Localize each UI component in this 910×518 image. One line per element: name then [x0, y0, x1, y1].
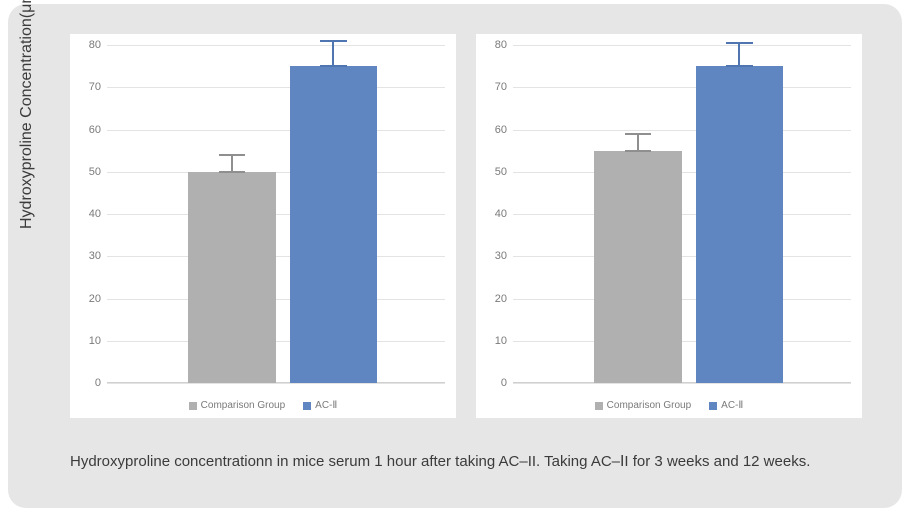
legend-item-comparison: Comparison Group — [189, 400, 285, 411]
legend-label-comparison: Comparison Group — [201, 400, 285, 411]
y-axis-label: Hydroxyproline Concentration(μm/ml) — [18, 0, 36, 229]
gridline — [513, 87, 851, 88]
plot-area-right: 01020304050607080 — [513, 45, 851, 383]
gridline — [107, 383, 445, 384]
errorbar-stem — [332, 41, 334, 66]
y-tick-label: 30 — [89, 250, 107, 262]
errorbar-stem — [231, 155, 233, 172]
legend-label-ac2: AC-Ⅱ — [315, 400, 337, 411]
legend-label-comparison: Comparison Group — [607, 400, 691, 411]
y-tick-label: 10 — [89, 335, 107, 347]
y-tick-label: 70 — [495, 81, 513, 93]
y-tick-label: 20 — [89, 293, 107, 305]
gridline — [513, 256, 851, 257]
y-tick-label: 40 — [495, 208, 513, 220]
charts-row: 01020304050607080 Comparison Group AC-Ⅱ … — [70, 34, 862, 418]
gridline — [513, 172, 851, 173]
gridline — [107, 130, 445, 131]
y-tick-label: 80 — [495, 39, 513, 51]
errorbar-cap-base — [320, 65, 346, 67]
legend-label-ac2: AC-Ⅱ — [721, 400, 743, 411]
errorbar-stem — [637, 134, 639, 151]
gridline — [513, 45, 851, 46]
x-axis-line — [107, 382, 445, 383]
y-tick-label: 60 — [89, 124, 107, 136]
gridline — [107, 45, 445, 46]
y-tick-label: 10 — [495, 335, 513, 347]
errorbar-cap-top — [726, 42, 752, 44]
y-tick-label: 50 — [495, 166, 513, 178]
legend-swatch-comparison — [189, 402, 197, 410]
gridline — [107, 87, 445, 88]
legend-left: Comparison Group AC-Ⅱ — [71, 400, 455, 411]
gridline — [107, 172, 445, 173]
y-tick-label: 40 — [89, 208, 107, 220]
gridline — [513, 299, 851, 300]
gridline — [513, 130, 851, 131]
legend-swatch-comparison — [595, 402, 603, 410]
gridline — [107, 256, 445, 257]
x-axis-line — [513, 382, 851, 383]
y-tick-label: 20 — [495, 293, 513, 305]
gridline — [513, 214, 851, 215]
y-tick-label: 0 — [501, 377, 513, 389]
figure-caption: Hydroxyproline concentrationn in mice se… — [70, 452, 810, 470]
legend-item-comparison: Comparison Group — [595, 400, 691, 411]
errorbar-cap-top — [320, 40, 346, 42]
legend-swatch-ac2 — [709, 402, 717, 410]
legend-swatch-ac2 — [303, 402, 311, 410]
bar-ac2 — [290, 66, 378, 383]
errorbar-cap-base — [625, 150, 651, 152]
errorbar-cap-top — [219, 154, 245, 156]
gridline — [513, 383, 851, 384]
y-tick-label: 80 — [89, 39, 107, 51]
legend-right: Comparison Group AC-Ⅱ — [477, 400, 861, 411]
y-tick-label: 70 — [89, 81, 107, 93]
errorbar-cap-top — [625, 133, 651, 135]
chart-12-weeks: 01020304050607080 Comparison Group AC-Ⅱ — [476, 34, 862, 418]
gridline — [107, 341, 445, 342]
legend-item-ac2: AC-Ⅱ — [303, 400, 337, 411]
figure-panel: Hydroxyproline Concentration(μm/ml) 0102… — [8, 4, 902, 508]
plot-area-left: 01020304050607080 — [107, 45, 445, 383]
y-tick-label: 0 — [95, 377, 107, 389]
errorbar-cap-base — [726, 65, 752, 67]
y-tick-label: 50 — [89, 166, 107, 178]
legend-item-ac2: AC-Ⅱ — [709, 400, 743, 411]
gridline — [107, 299, 445, 300]
bar-comparison — [188, 172, 276, 383]
gridline — [513, 341, 851, 342]
chart-3-weeks: 01020304050607080 Comparison Group AC-Ⅱ — [70, 34, 456, 418]
errorbar-cap-base — [219, 171, 245, 173]
bar-comparison — [594, 151, 682, 383]
page-root: Hydroxyproline Concentration(μm/ml) 0102… — [0, 0, 910, 518]
gridline — [107, 214, 445, 215]
errorbar-stem — [738, 43, 740, 66]
bar-ac2 — [696, 66, 784, 383]
y-tick-label: 30 — [495, 250, 513, 262]
y-tick-label: 60 — [495, 124, 513, 136]
